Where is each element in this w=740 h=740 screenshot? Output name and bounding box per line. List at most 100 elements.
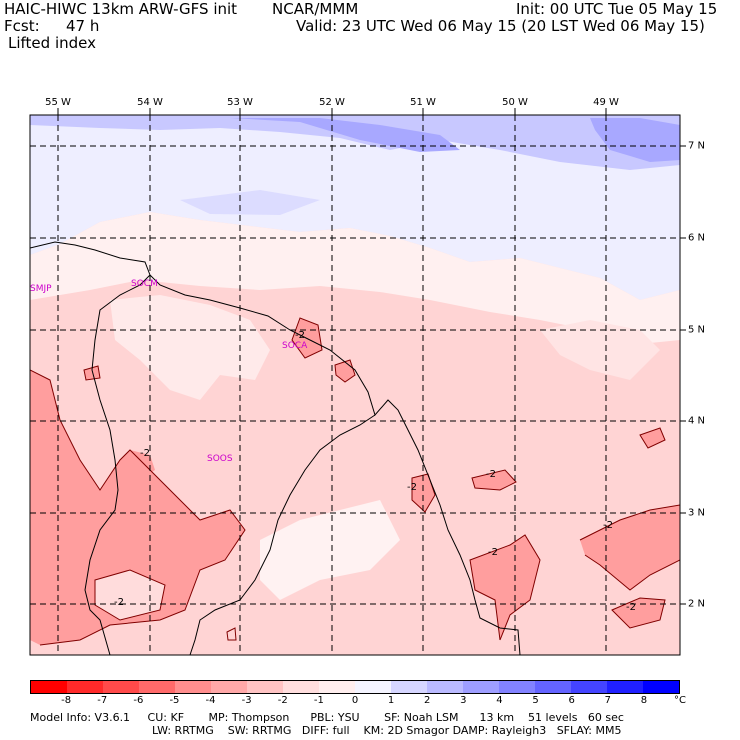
colorbar-swatch <box>31 681 67 693</box>
colorbar-tick-label: 6 <box>568 695 575 706</box>
contour-line <box>579 504 680 541</box>
lat-label: 7 N <box>688 140 706 152</box>
contour-line <box>611 597 666 629</box>
field-positive-band-1 <box>30 115 680 170</box>
field-negative-blob-3 <box>412 474 435 512</box>
colorbar-tick-label: 5 <box>532 695 539 706</box>
colorbar-tick-label: -8 <box>61 695 72 706</box>
colorbar-swatch <box>247 681 283 693</box>
field-negative-sw-2 <box>125 450 155 480</box>
contour-label: -2 <box>603 520 613 531</box>
field-white-east <box>540 320 660 380</box>
station-label: SOCA <box>282 341 308 351</box>
contour-line <box>334 359 356 383</box>
colorbar-tick-label: 8 <box>640 695 648 706</box>
colorbar-swatch <box>643 681 679 693</box>
lon-label: 51 W <box>410 97 436 108</box>
contour-line <box>226 627 237 641</box>
contour-line <box>469 534 541 641</box>
map-frame <box>29 114 681 656</box>
contour-line <box>471 469 517 491</box>
contour-line <box>411 473 436 513</box>
lon-label: 52 W <box>319 97 345 108</box>
lon-label: 55 W <box>45 97 71 108</box>
colorbar-swatch <box>175 681 211 693</box>
contour-label: -2 <box>488 547 498 558</box>
colorbar-swatch <box>391 681 427 693</box>
model-title: HAIC-HIWC 13km ARW-GFS init <box>4 0 238 18</box>
lat-label: 6 N <box>688 232 706 244</box>
field-white-south <box>260 500 400 600</box>
colorbar-swatch <box>211 681 247 693</box>
field-white-inland <box>110 295 270 400</box>
model-info-line-2: LW: RRTMG SW: RRTMG DIFF: full KM: 2D Sm… <box>152 724 622 737</box>
contour-line <box>30 369 246 646</box>
contour-line <box>639 427 666 449</box>
colorbar-tick-label: -6 <box>133 695 144 706</box>
colorbar-tick-label: 0 <box>351 695 359 706</box>
fcst-value: 47 h <box>66 17 100 35</box>
lon-label: 49 W <box>593 97 619 108</box>
colorbar-swatch <box>67 681 103 693</box>
colorbar-swatch <box>103 681 139 693</box>
field-negative-se-3 <box>612 598 665 628</box>
contour-label: -2 <box>140 448 150 459</box>
field-positive-north <box>30 115 680 300</box>
colorbar-tick-label: -4 <box>205 695 216 706</box>
colorbar-swatch <box>139 681 175 693</box>
colorbar <box>30 680 680 694</box>
colorbar-swatch <box>427 681 463 693</box>
contour-line <box>291 317 323 359</box>
lat-label: 5 N <box>688 324 706 336</box>
border-line <box>189 414 376 655</box>
colorbar-tick-label: -1 <box>313 695 324 706</box>
field-positive-band-3 <box>590 118 680 162</box>
colorbar-swatch <box>571 681 607 693</box>
contour-label: -2 <box>407 482 417 493</box>
init-time: Init: 00 UTC Tue 05 May 15 <box>516 0 718 18</box>
colorbar-tick-label: 4 <box>496 695 503 706</box>
contour-line <box>83 365 101 381</box>
field-negative-se-1 <box>470 535 540 640</box>
colorbar-swatch <box>607 681 643 693</box>
valid-time: Valid: 23 UTC Wed 06 May 15 (20 LST Wed … <box>296 17 705 35</box>
field-positive-band-2 <box>230 118 460 152</box>
fcst-label: Fcst: <box>4 17 40 35</box>
lat-label: 3 N <box>688 507 706 519</box>
station-label: SOOS <box>207 454 233 464</box>
colorbar-swatch <box>355 681 391 693</box>
contour-label: -2 <box>114 597 124 608</box>
field-positive-band-4 <box>180 190 320 215</box>
org-label: NCAR/MMM <box>272 0 359 18</box>
colorbar-swatch <box>463 681 499 693</box>
colorbar-tick-label: -7 <box>97 695 108 706</box>
colorbar-tick-label: 3 <box>460 695 467 706</box>
field-zero-band <box>30 212 680 345</box>
field-negative-blob-6 <box>84 366 100 380</box>
lat-label: 2 N <box>688 598 706 610</box>
colorbar-tick-label: -5 <box>169 695 180 706</box>
contour-line <box>94 569 166 621</box>
contour-label: -2 <box>295 330 305 341</box>
lon-label: 50 W <box>502 97 528 108</box>
contour-line <box>584 554 680 591</box>
colorbar-unit: °C <box>674 695 686 706</box>
lat-label: 4 N <box>688 415 706 427</box>
field-negative-blob-4 <box>472 470 516 490</box>
colorbar-tick-label: -2 <box>277 695 288 706</box>
colorbar-swatch <box>319 681 355 693</box>
coastline <box>30 241 521 655</box>
model-info-line-1: Model Info: V3.6.1 CU: KF MP: Thompson P… <box>30 711 624 724</box>
field-negative-sw <box>30 370 245 645</box>
lon-label: 53 W <box>227 97 253 108</box>
station-label: SOCM <box>131 279 158 289</box>
border-line <box>84 274 151 655</box>
colorbar-tick-label: 1 <box>387 695 395 706</box>
contour-label: -2 <box>486 469 496 480</box>
colorbar-swatch <box>499 681 535 693</box>
field-name: Lifted index <box>8 34 96 52</box>
colorbar-swatch <box>535 681 571 693</box>
colorbar-tick-label: 2 <box>424 695 431 706</box>
lon-label: 54 W <box>137 97 163 108</box>
